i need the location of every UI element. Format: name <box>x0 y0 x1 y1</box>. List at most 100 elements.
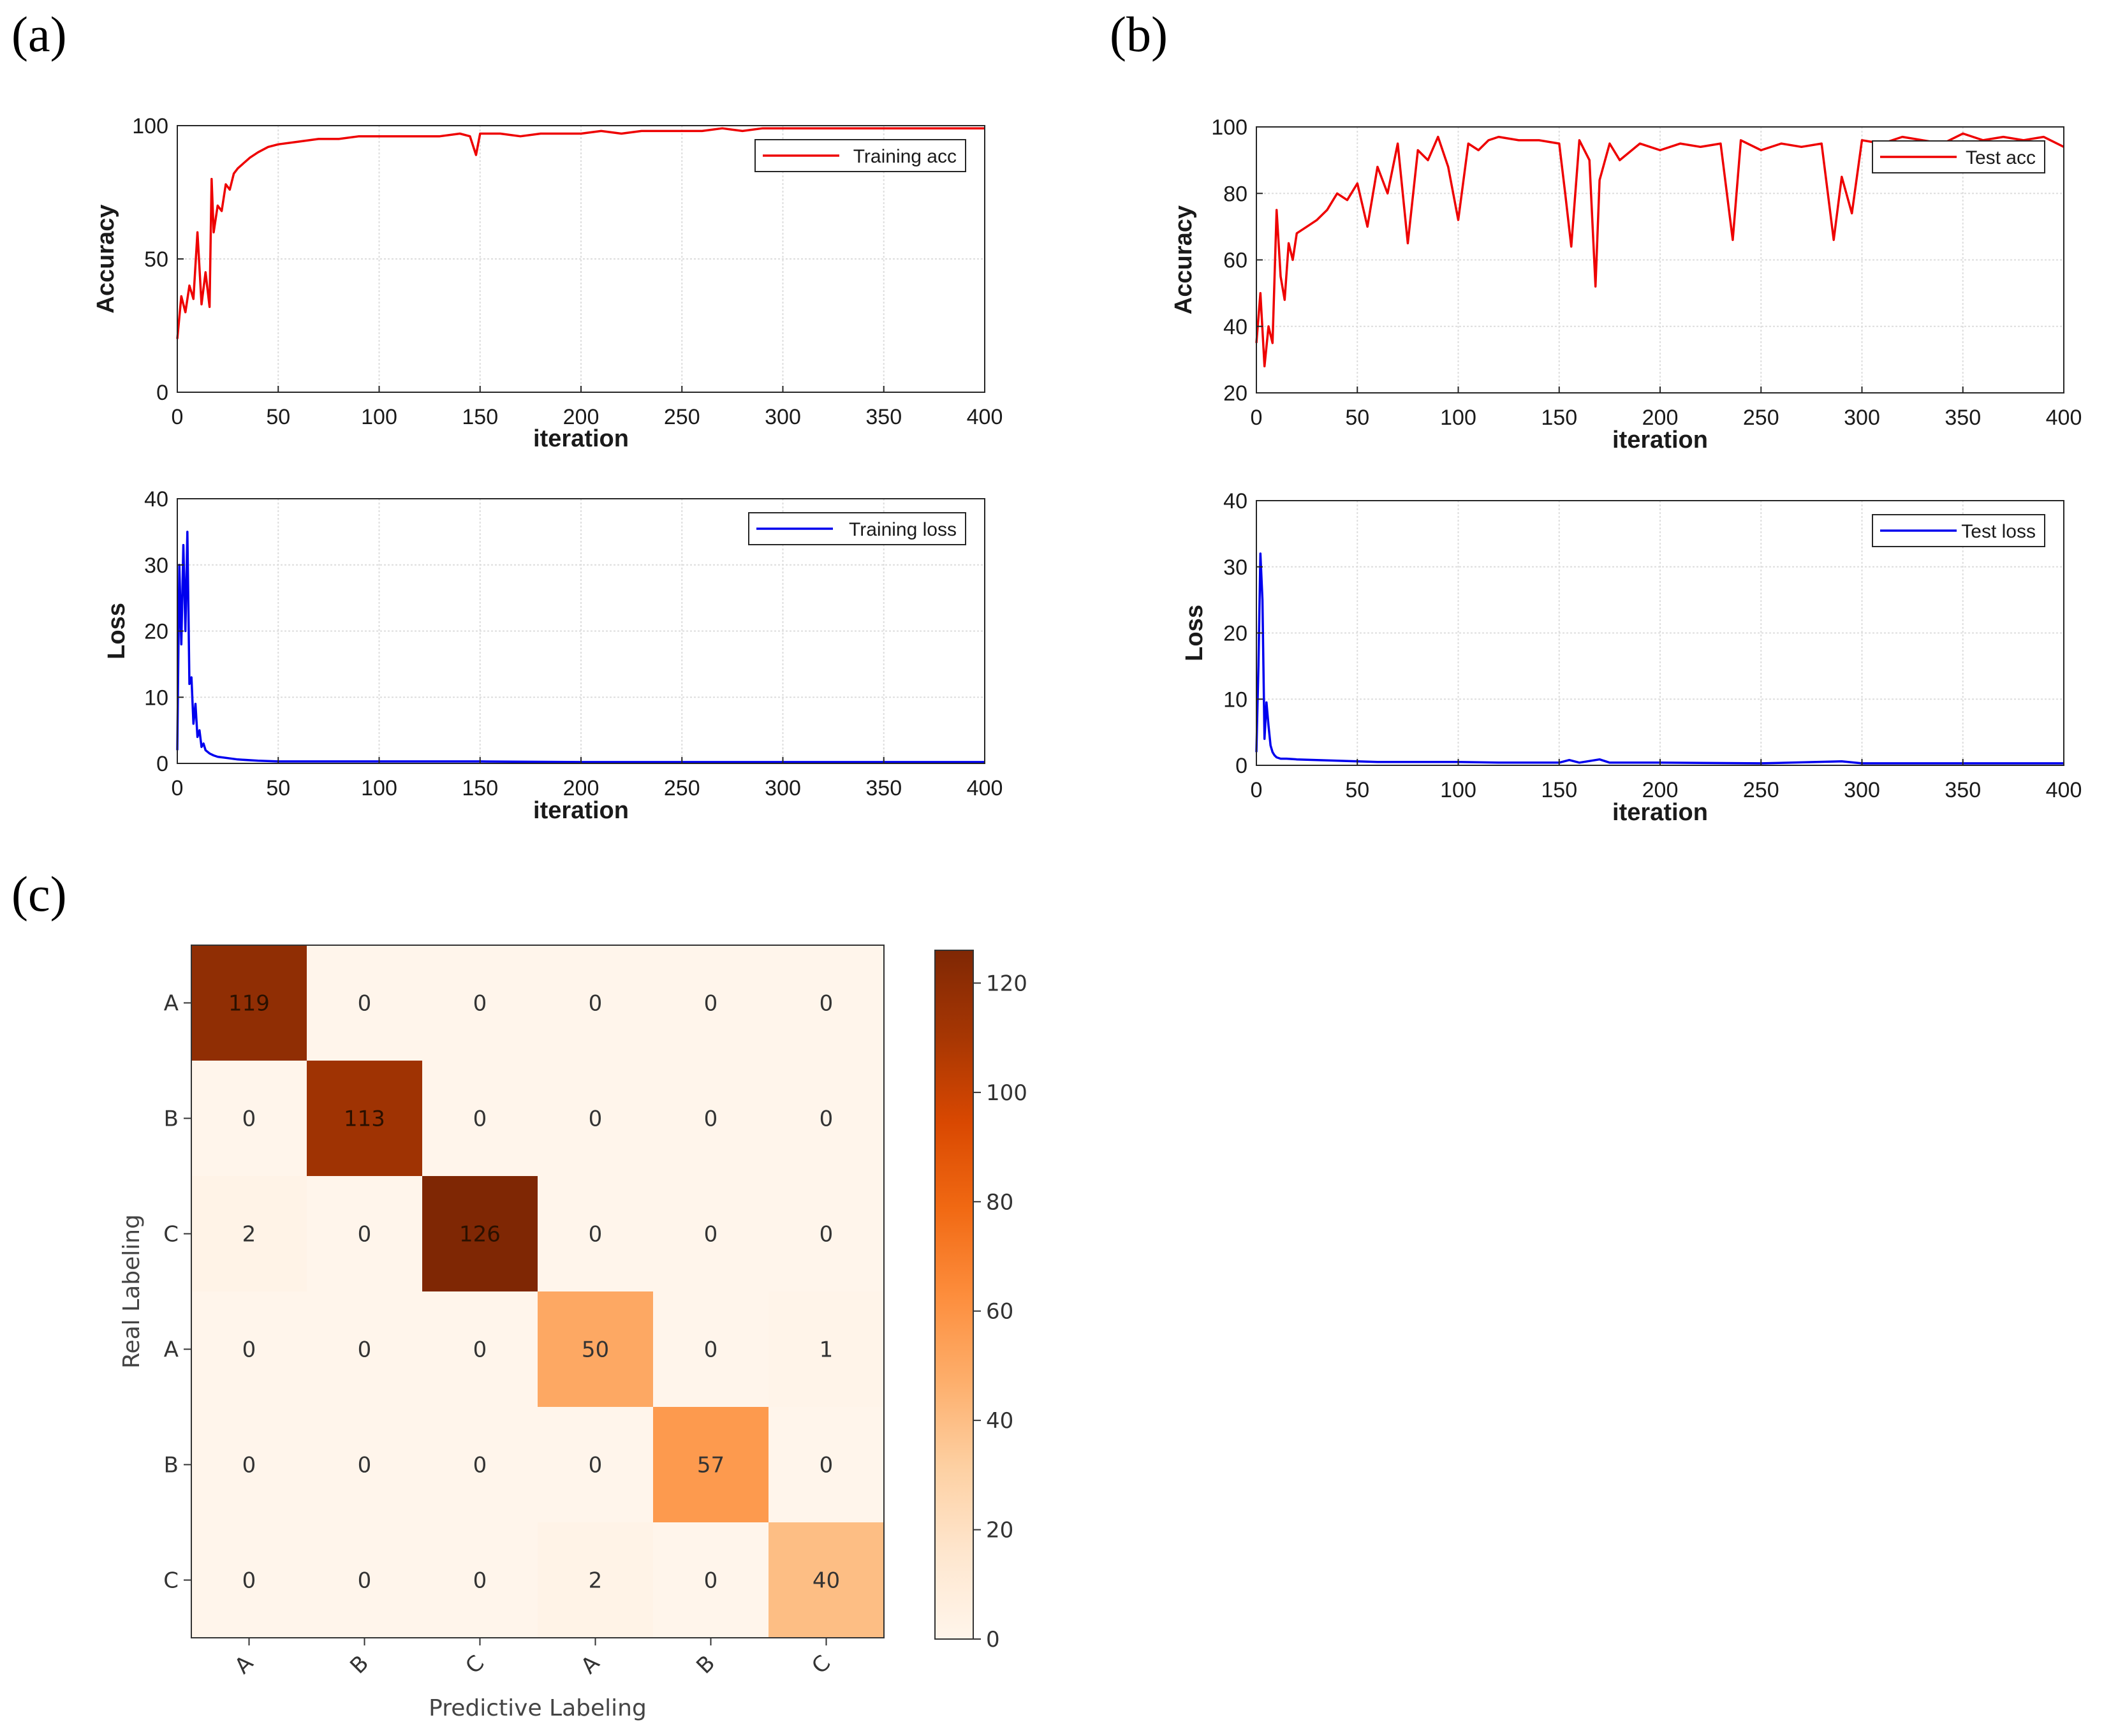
heatmap-y-title: Real Labeling <box>119 1214 145 1369</box>
cell-value: 0 <box>473 1453 487 1478</box>
x-tick-label: 400 <box>967 776 1003 800</box>
y-axis-title: Accuracy <box>92 204 119 313</box>
cell-value: 0 <box>704 1222 718 1247</box>
heatmap-cell <box>422 1291 538 1408</box>
heatmap-cell <box>538 1407 654 1523</box>
y-axis-title: Accuracy <box>1170 205 1197 314</box>
y-tick-label: 20 <box>1223 622 1247 646</box>
cell-value: 0 <box>358 1337 372 1363</box>
series-line-train_acc <box>176 127 985 339</box>
y-tick-label: 40 <box>144 487 168 511</box>
row-label: A <box>164 1337 179 1363</box>
y-tick-label: 100 <box>1211 115 1247 140</box>
x-axis-title: iteration <box>1612 427 1708 453</box>
y-tick-label: 40 <box>1223 315 1247 339</box>
x-tick-label: 400 <box>2046 406 2082 430</box>
cell-value: 0 <box>473 1568 487 1594</box>
y-axis-title: Loss <box>1181 605 1208 661</box>
y-tick-label: 80 <box>1223 182 1247 206</box>
x-tick-label: 300 <box>765 776 801 800</box>
cell-value: 2 <box>589 1568 603 1594</box>
colorbar-tick-label: 20 <box>986 1518 1013 1543</box>
y-tick-label: 0 <box>156 752 168 776</box>
colorbar-tick-label: 100 <box>986 1080 1027 1106</box>
cell-value: 0 <box>820 1222 834 1247</box>
heatmap-cell <box>769 1522 885 1638</box>
y-tick-label: 60 <box>1223 249 1247 273</box>
x-tick-label: 200 <box>563 776 599 800</box>
x-tick-label: 50 <box>266 776 290 800</box>
test-accuracy-plot: 0 50 100 150 200 250 300 350 400 20 40 60 80 100 itera… <box>1170 115 2082 453</box>
cell-value: 0 <box>820 1107 834 1132</box>
heatmap-cell <box>422 1176 538 1292</box>
cell-value: 0 <box>589 991 603 1017</box>
y-tick-label: 40 <box>1223 489 1247 513</box>
heatmap-cell <box>191 1291 307 1408</box>
heatmap-cell <box>307 1176 423 1292</box>
panel-label-b: (b) <box>1110 6 1168 62</box>
series-line-test_acc <box>1255 132 2064 368</box>
cell-value: 57 <box>697 1453 725 1478</box>
x-tick-label: 150 <box>1541 778 1577 802</box>
cell-value: 0 <box>473 991 487 1017</box>
y-axis-title: Loss <box>103 603 130 659</box>
x-tick-label: 350 <box>1945 406 1981 430</box>
cell-value: 2 <box>242 1222 256 1247</box>
heatmap-cell <box>769 1407 885 1523</box>
colorbar-tick-label: 80 <box>986 1189 1013 1215</box>
cell-value: 40 <box>813 1568 840 1594</box>
x-tick-label: 100 <box>1440 406 1476 430</box>
x-tick-label: 250 <box>664 776 700 800</box>
x-tick-label: 100 <box>1440 778 1476 802</box>
x-tick-label: 250 <box>1743 778 1779 802</box>
series-line-train_loss <box>176 531 985 763</box>
heatmap-cell <box>538 1176 654 1292</box>
heatmap-cell <box>307 1291 423 1408</box>
heatmap-cell <box>422 1061 538 1177</box>
colorbar: 0 20 40 60 80 100 120 <box>934 950 1027 1652</box>
cell-value: 0 <box>820 1453 834 1478</box>
heatmap-cell <box>538 1061 654 1177</box>
x-tick-label: 0 <box>172 405 184 429</box>
y-tick-label: 30 <box>144 554 168 578</box>
heatmap-cell <box>191 1407 307 1523</box>
x-tick-label: 150 <box>1541 406 1577 430</box>
test-loss-plot: 0 50 100 150 200 250 300 350 400 0 10 20 30 40 iterati… <box>1181 489 2082 826</box>
heatmap-cell <box>307 1522 423 1638</box>
cell-value: 0 <box>704 1107 718 1132</box>
row-label: C <box>163 1222 179 1247</box>
heatmap-cell <box>769 1291 885 1408</box>
cell-value: 0 <box>358 1222 372 1247</box>
x-tick-label: 200 <box>1642 406 1679 430</box>
x-tick-label: 300 <box>1844 406 1880 430</box>
legend-label: Training acc <box>853 146 957 167</box>
y-tick-label: 0 <box>156 381 168 405</box>
cell-value: 126 <box>459 1222 501 1247</box>
x-tick-label: 350 <box>1945 778 1981 802</box>
x-tick-label: 300 <box>765 405 801 429</box>
x-tick-label: 0 <box>1251 778 1263 802</box>
heatmap-cell <box>769 1061 885 1177</box>
y-tick-label: 10 <box>144 686 168 710</box>
y-tick-label: 0 <box>1235 754 1247 778</box>
cell-value: 0 <box>358 1453 372 1478</box>
x-axis-title: iteration <box>1612 799 1708 826</box>
x-axis-title: iteration <box>533 797 629 824</box>
training-accuracy-plot: 0 50 100 150 200 250 300 350 400 0 50 100 iteration A… <box>92 114 1003 452</box>
heatmap-cell <box>769 1176 885 1292</box>
y-tick-label: 20 <box>1223 381 1247 406</box>
x-tick-label: 400 <box>2046 778 2082 802</box>
series-line-test_loss <box>1255 552 2064 765</box>
cell-value: 0 <box>358 1568 372 1594</box>
x-tick-label: 100 <box>361 776 397 800</box>
colorbar-tick-label: 0 <box>986 1627 1000 1652</box>
x-tick-label: 250 <box>664 405 700 429</box>
heatmap-cell <box>422 1407 538 1523</box>
cell-value: 0 <box>704 1337 718 1363</box>
x-tick-label: 0 <box>1251 406 1263 430</box>
legend-label: Test loss <box>1961 521 2036 542</box>
colorbar-tick-label: 40 <box>986 1408 1013 1434</box>
heatmap-cell <box>307 1061 423 1177</box>
x-tick-label: 350 <box>865 776 902 800</box>
colorbar-bar <box>934 950 974 1640</box>
